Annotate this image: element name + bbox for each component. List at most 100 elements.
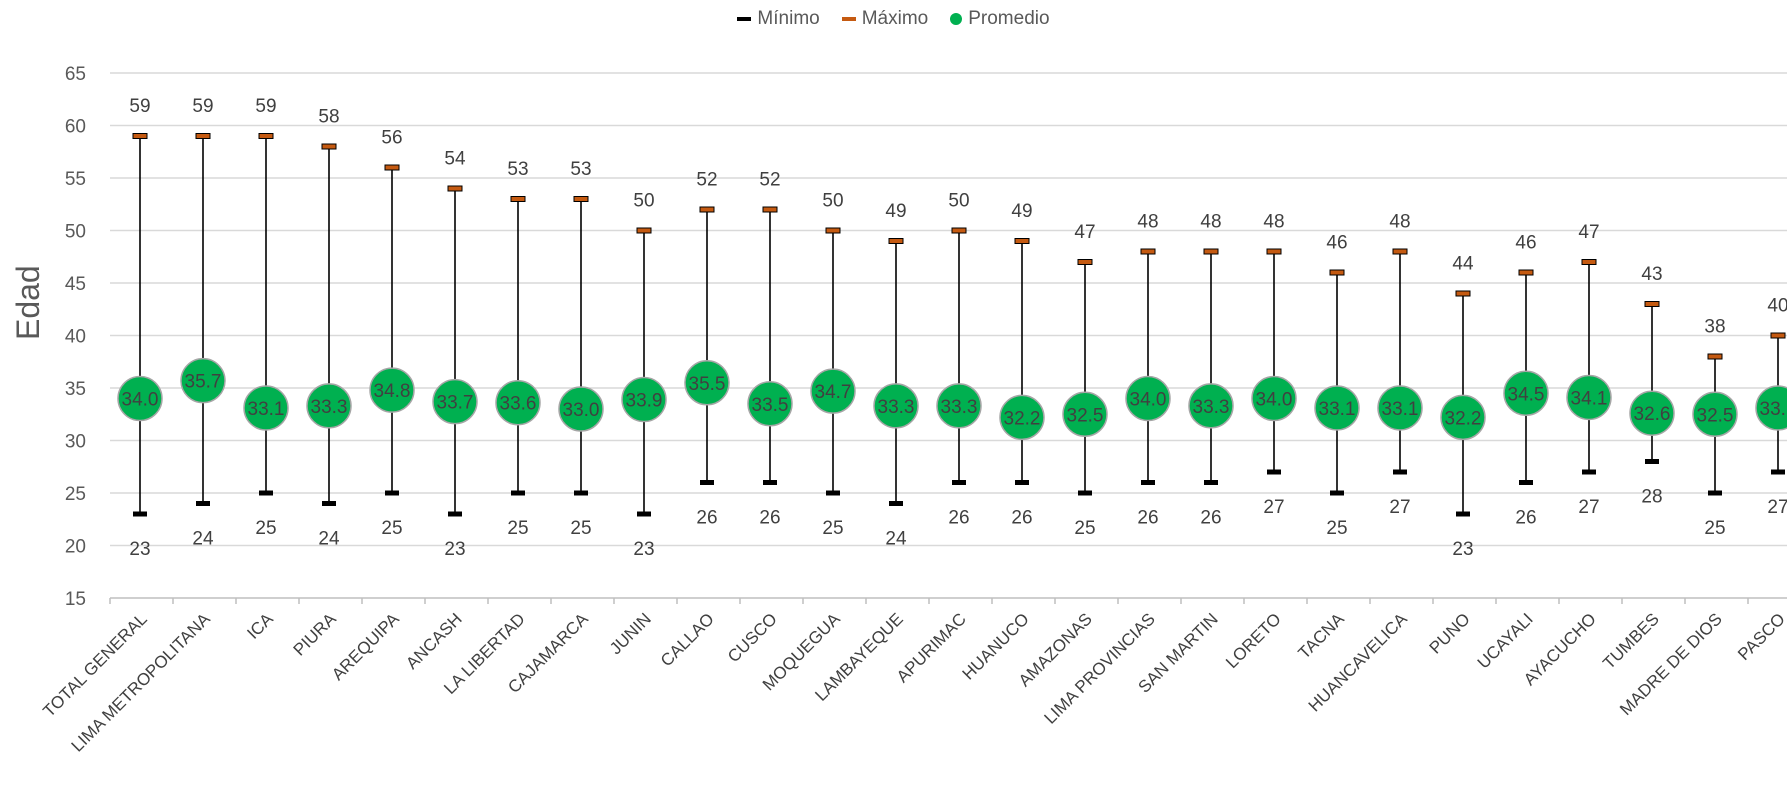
min-data-label: 27 <box>1578 497 1599 518</box>
max-data-label: 52 <box>696 170 717 191</box>
min-data-label: 25 <box>570 518 591 539</box>
min-data-label: 26 <box>696 508 717 529</box>
max-data-label: 50 <box>948 191 969 212</box>
mean-marker <box>1440 394 1486 441</box>
min-marker <box>826 490 840 496</box>
mean-data-label: 33.3 <box>1193 397 1230 418</box>
max-data-label: 44 <box>1452 254 1474 275</box>
max-data-label: 59 <box>255 96 276 117</box>
x-tick-label: TOTAL GENERAL <box>39 609 150 720</box>
mean-marker <box>243 385 289 431</box>
max-data-label: 59 <box>129 96 150 117</box>
min-marker <box>259 490 273 496</box>
x-tick-label: ICA <box>243 609 277 643</box>
max-marker <box>1644 301 1660 307</box>
max-data-label: 49 <box>885 201 906 222</box>
min-data-label: 26 <box>948 508 969 529</box>
min-marker <box>1393 469 1407 475</box>
min-marker <box>1078 490 1092 496</box>
mean-marker <box>1314 385 1360 431</box>
max-marker <box>699 206 715 213</box>
min-marker <box>952 480 966 485</box>
min-marker <box>1204 480 1218 485</box>
mean-marker <box>1251 375 1297 422</box>
max-data-label: 48 <box>1389 212 1410 233</box>
min-data-label: 26 <box>1515 508 1536 529</box>
max-data-label: 48 <box>1263 212 1284 233</box>
max-marker <box>1140 248 1156 255</box>
min-data-label: 26 <box>1137 508 1158 529</box>
x-tick-label: UCAYALI <box>1474 609 1537 672</box>
min-marker <box>448 511 462 517</box>
min-marker <box>133 511 147 517</box>
max-data-label: 56 <box>381 128 402 149</box>
min-data-label: 25 <box>1704 518 1725 539</box>
y-tick-label: 30 <box>65 432 86 453</box>
max-data-label: 50 <box>633 191 654 212</box>
max-marker <box>1329 269 1345 276</box>
min-marker <box>1708 490 1722 496</box>
min-data-label: 25 <box>822 518 843 539</box>
mean-data-label: 33.0 <box>563 400 600 421</box>
min-data-label: 25 <box>507 518 528 539</box>
x-tick-label: PASCO <box>1734 609 1787 664</box>
min-data-label: 28 <box>1641 487 1662 508</box>
min-marker <box>700 480 714 485</box>
y-tick-label: 50 <box>65 222 86 243</box>
min-data-label: 25 <box>1326 518 1347 539</box>
y-tick-label: 60 <box>65 117 86 138</box>
min-data-label: 25 <box>255 518 276 539</box>
min-data-label: 27 <box>1389 497 1410 518</box>
mean-marker <box>306 383 352 429</box>
legend-label-minimo: Mínimo <box>757 8 820 29</box>
min-marker <box>1456 511 1470 517</box>
max-data-label: 49 <box>1011 201 1032 222</box>
legend-item-maximo: Máximo <box>841 8 928 30</box>
max-marker <box>1581 259 1597 265</box>
mean-data-label: 34.8 <box>374 381 411 402</box>
mean-marker <box>684 360 730 406</box>
max-data-label: 38 <box>1704 317 1725 338</box>
min-marker <box>574 490 588 496</box>
mean-marker <box>747 381 793 427</box>
min-data-label: 27 <box>1263 497 1284 518</box>
max-marker <box>888 238 904 244</box>
max-data-label: 53 <box>570 159 591 180</box>
x-tick-label: CUSCO <box>724 609 781 666</box>
mean-marker <box>1062 391 1108 437</box>
mean-marker <box>873 383 919 429</box>
max-marker <box>384 164 400 171</box>
max-marker <box>1266 248 1282 255</box>
min-data-label: 23 <box>444 539 465 560</box>
max-data-label: 43 <box>1641 264 1662 285</box>
min-marker <box>385 490 399 496</box>
y-tick-label: 25 <box>65 484 86 505</box>
min-data-label: 24 <box>885 529 907 550</box>
x-tick-label: TACNA <box>1295 609 1349 663</box>
max-data-label: 40 <box>1767 296 1787 317</box>
mean-data-label: 34.1 <box>1571 388 1608 409</box>
max-data-label: 46 <box>1515 233 1536 254</box>
mean-marker <box>495 379 541 426</box>
max-marker <box>258 133 274 139</box>
min-marker <box>889 501 903 506</box>
mean-data-label: 33.3 <box>878 397 915 418</box>
max-marker <box>1707 353 1723 360</box>
min-marker <box>196 501 210 506</box>
mean-data-label: 33.6 <box>500 394 537 415</box>
mean-marker <box>1188 383 1234 429</box>
y-tick-label: 65 <box>65 64 86 85</box>
min-data-label: 23 <box>633 539 654 560</box>
max-data-label: 50 <box>822 191 843 212</box>
min-marker <box>511 490 525 496</box>
mean-data-label: 35.7 <box>185 372 222 393</box>
mean-marker <box>1503 370 1549 416</box>
mean-marker <box>1755 385 1787 431</box>
max-marker <box>1518 269 1534 276</box>
mean-data-label: 35.5 <box>689 374 726 395</box>
min-data-label: 23 <box>1452 539 1473 560</box>
y-tick-label: 35 <box>65 379 86 400</box>
max-data-label: 53 <box>507 159 528 180</box>
mean-marker <box>432 378 478 425</box>
max-marker <box>636 227 652 234</box>
